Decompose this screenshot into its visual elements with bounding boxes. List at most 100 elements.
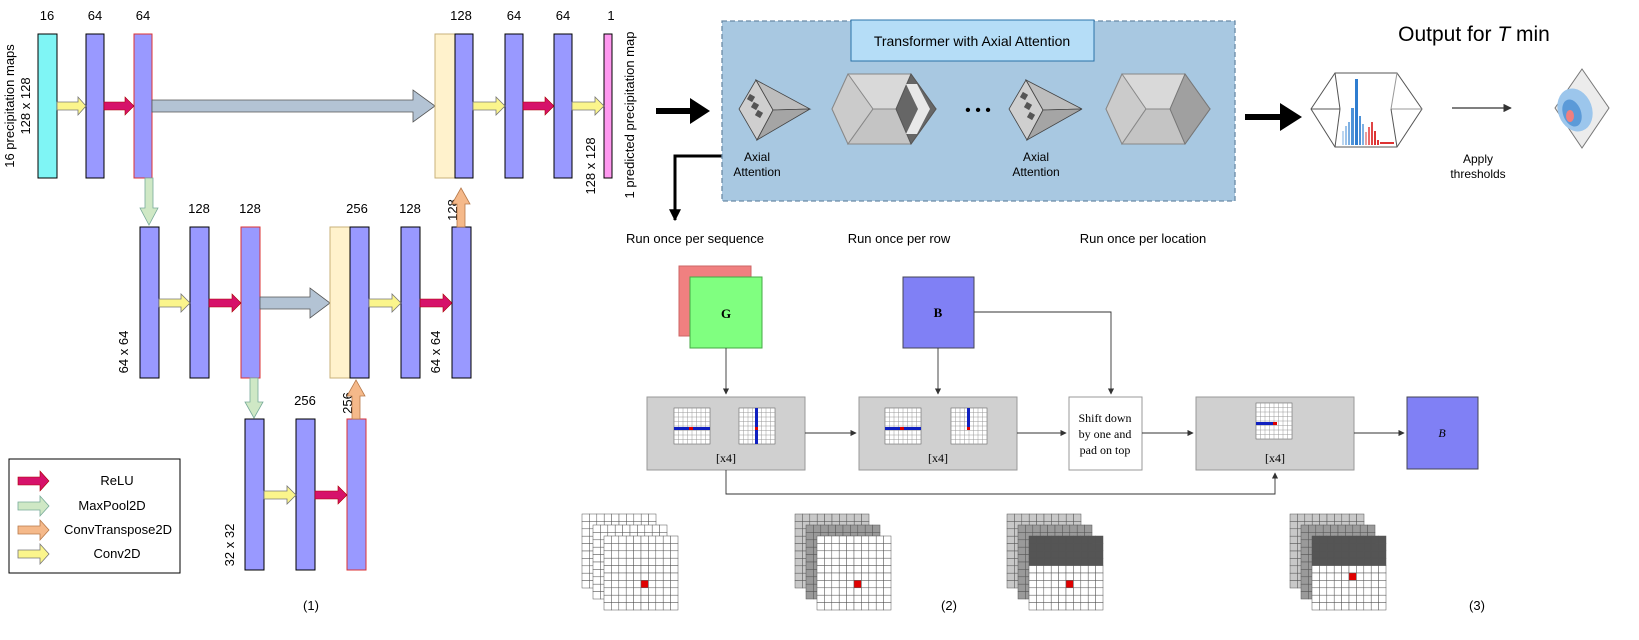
grid-cell <box>1334 513 1343 522</box>
grid-cell <box>592 532 601 541</box>
dec2-block-a <box>349 226 370 379</box>
output-title-var: T <box>1497 23 1512 46</box>
grid-cell <box>1348 572 1357 581</box>
grid-cell <box>1356 565 1365 574</box>
grid-cell <box>805 539 814 548</box>
grid-cell <box>868 602 877 611</box>
grid-cell <box>1363 535 1372 544</box>
grid-cell <box>1370 602 1379 611</box>
grid-cell <box>1095 550 1104 559</box>
grid-cell <box>1036 594 1045 603</box>
grid-cell <box>1300 546 1309 555</box>
grid-cell <box>816 594 825 603</box>
grid-cell <box>1300 539 1309 548</box>
run-elbow-arrow <box>669 154 723 222</box>
grid-cell <box>1363 602 1372 611</box>
grid-cell <box>655 572 664 581</box>
grid-cell <box>1319 602 1328 611</box>
grid-cell <box>1370 557 1379 566</box>
enc1-size: 128 x 128 <box>18 77 33 134</box>
grid-cell <box>1341 572 1350 581</box>
grid-cell <box>640 513 649 522</box>
g-label: G <box>721 306 731 321</box>
grid-cell <box>853 580 862 589</box>
grid-cell <box>838 587 847 596</box>
grid-cell <box>611 580 620 589</box>
grid-cell <box>1326 513 1335 522</box>
grid-cell <box>805 569 814 578</box>
grid-cell <box>1289 580 1298 589</box>
grid-cell <box>1087 543 1096 552</box>
grid-cell <box>1333 580 1342 589</box>
grid-cell <box>640 580 649 589</box>
grid-cell <box>827 524 836 533</box>
grid-cell <box>1058 594 1067 603</box>
grid-cell <box>1308 524 1317 533</box>
grid-cell <box>603 513 612 522</box>
grid-cell <box>1080 572 1089 581</box>
g-block-front <box>689 276 763 349</box>
legend-convtranspose-label: ConvTranspose2D <box>64 522 172 537</box>
bottleneck-block-c <box>346 418 367 571</box>
grid-cell <box>592 583 601 592</box>
grid-cell <box>662 594 671 603</box>
grid-cell <box>813 524 822 533</box>
grid-cell <box>868 587 877 596</box>
grid-cell <box>1319 594 1328 603</box>
grid-cell <box>794 550 803 559</box>
enc2-size: 64 x 64 <box>116 331 131 374</box>
grid-cell <box>864 524 873 533</box>
conv2d-arrow <box>571 96 605 116</box>
axial-label-1b: Attention <box>733 165 780 179</box>
grid-cell <box>1058 565 1067 574</box>
grid-cell <box>1073 572 1082 581</box>
output-threshold-map <box>1554 68 1610 149</box>
grid-cell <box>1028 557 1037 566</box>
grid-cell <box>1050 594 1059 603</box>
grid-cell <box>1326 587 1335 596</box>
grid-cell <box>846 557 855 566</box>
grid-cell <box>1017 561 1026 570</box>
unet-to-transformer-arrow <box>656 98 710 124</box>
axial-attention-2 <box>1008 79 1083 142</box>
grid-icon-row-half <box>1255 402 1293 440</box>
sequence-skip-line <box>725 470 1279 495</box>
b-to-shift-line <box>974 311 1115 395</box>
grid-cell <box>1017 576 1026 585</box>
grid-cell <box>633 572 642 581</box>
grid-cell <box>824 513 833 522</box>
grid-cell <box>1378 602 1387 611</box>
grid-cell <box>648 587 657 596</box>
grid-cell <box>872 524 881 533</box>
unet: 16 64 64 16 precipitation maps 128 x 128… <box>2 8 637 613</box>
grid-cell <box>611 513 620 522</box>
grid-cell <box>1014 513 1023 522</box>
grid-cell <box>846 594 855 603</box>
output-title-prefix: Output for <box>1398 23 1497 46</box>
dec2-block-b <box>400 226 421 379</box>
grid-cell <box>662 602 671 611</box>
grid-cell <box>1043 580 1052 589</box>
skip-connection-arrow-1 <box>151 89 436 123</box>
grid-cell <box>1050 572 1059 581</box>
grid-cell <box>1036 572 1045 581</box>
grid-cell <box>1065 602 1074 611</box>
grid-cell <box>1073 557 1082 566</box>
grid-cell <box>629 524 638 533</box>
shift-line1: Shift down <box>1078 411 1131 425</box>
ellipsis-dots: • • • <box>965 102 991 119</box>
grid-cell <box>831 535 840 544</box>
grid-cell <box>622 524 631 533</box>
grid-cell <box>846 587 855 596</box>
grid-cell <box>670 535 679 544</box>
grid-cell <box>861 602 870 611</box>
grid-cell <box>850 524 859 533</box>
grid-icon-col-half <box>950 407 988 445</box>
grid-cell <box>1348 565 1357 574</box>
transformer-title: Transformer with Axial Attention <box>874 33 1070 49</box>
grid-cell <box>655 594 664 603</box>
enc1-block-a <box>85 33 105 179</box>
grid-cell <box>883 602 892 611</box>
grid-cell <box>1326 602 1335 611</box>
